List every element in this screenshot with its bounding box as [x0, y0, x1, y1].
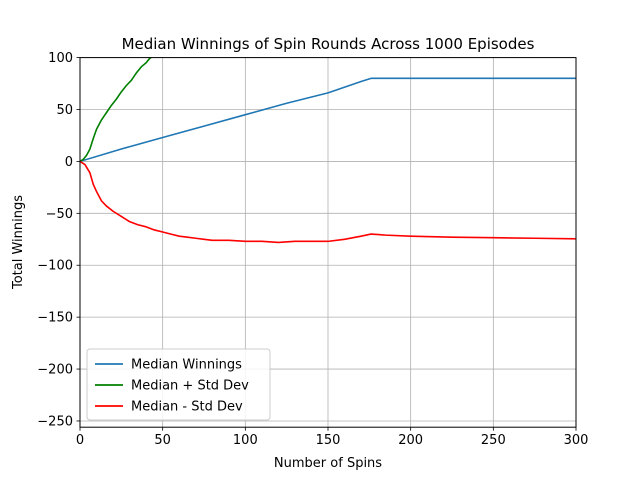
x-axis-label: Number of Spins — [274, 456, 382, 471]
y-tick-label: 100 — [48, 51, 73, 66]
y-axis-label: Total Winnings — [11, 195, 26, 290]
y-tick-label: 50 — [56, 103, 73, 118]
legend: Median Winnings Median + Std Dev Median - … — [86, 348, 271, 421]
x-tick-label: 50 — [154, 433, 171, 448]
y-tick-label: 0 — [65, 155, 73, 170]
chart-title: Median Winnings of Spin Rounds Across 10… — [122, 35, 535, 53]
legend-label: Median - Std Dev — [131, 400, 243, 415]
series-line-3 — [80, 160, 576, 244]
x-tick-label: 150 — [316, 433, 341, 448]
x-tick-label: 250 — [481, 433, 506, 448]
y-tick-label: −50 — [46, 207, 73, 222]
series-line-1 — [80, 77, 576, 163]
y-tick-label: −200 — [37, 363, 73, 378]
x-tick-label: 0 — [76, 433, 84, 448]
ticks: 0 50 100 150 200 250 300 −250 −200 −150 −100 −50 0 50… — [37, 51, 588, 448]
series-line-2 — [80, 57, 152, 163]
legend-label: Median Winnings — [131, 358, 242, 373]
legend-box — [86, 348, 271, 421]
series-layer — [80, 57, 576, 244]
x-tick-label: 300 — [564, 433, 589, 448]
y-tick-label: −150 — [37, 311, 73, 326]
y-tick-label: −250 — [37, 414, 73, 429]
y-tick-label: −100 — [37, 259, 73, 274]
x-tick-label: 100 — [233, 433, 258, 448]
legend-label: Median + Std Dev — [131, 379, 249, 394]
x-tick-label: 200 — [398, 433, 423, 448]
